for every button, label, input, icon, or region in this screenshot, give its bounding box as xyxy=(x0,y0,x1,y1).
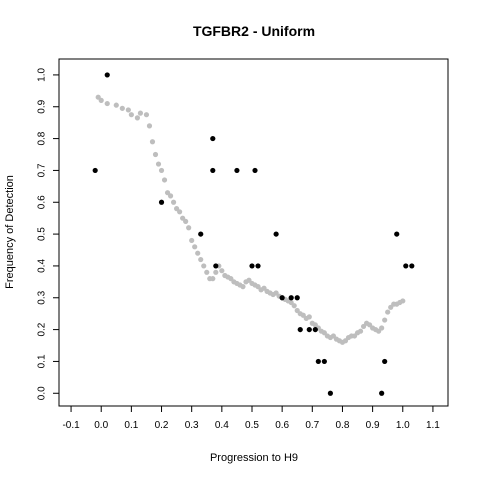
observed-point xyxy=(279,295,285,301)
y-tick-label: 0.8 xyxy=(37,131,48,145)
smoothed-point xyxy=(170,199,177,205)
x-tick-label: 0.0 xyxy=(94,420,108,431)
smoothed-point xyxy=(155,161,162,167)
x-tick-label: 0.8 xyxy=(336,420,350,431)
y-tick-label: 0.2 xyxy=(37,322,48,336)
x-tick-label: 0.2 xyxy=(155,420,169,431)
chart-title: TGFBR2 - Uniform xyxy=(193,23,315,39)
smoothed-point xyxy=(98,97,104,103)
smoothed-point xyxy=(189,237,195,244)
smoothed-point xyxy=(240,284,246,290)
observed-point xyxy=(294,295,300,301)
y-tick-label: 1.0 xyxy=(37,68,48,82)
smoothed-point xyxy=(158,167,165,174)
observed-point xyxy=(403,263,409,269)
smoothed-series xyxy=(95,94,406,345)
smoothed-point xyxy=(379,325,385,331)
observed-point xyxy=(234,167,240,174)
observed-point xyxy=(92,167,98,174)
smoothed-point xyxy=(201,263,207,269)
smoothed-point xyxy=(357,328,364,334)
observed-point xyxy=(210,167,216,174)
y-tick-label: 0.6 xyxy=(37,195,48,209)
smoothed-point xyxy=(104,100,110,107)
y-tick-label: 0.0 xyxy=(37,386,48,400)
smoothed-point xyxy=(149,139,156,145)
observed-point xyxy=(394,231,400,237)
observed-point xyxy=(312,326,318,333)
smoothed-point xyxy=(186,225,192,231)
smoothed-point xyxy=(113,102,119,108)
observed-point xyxy=(158,199,165,205)
x-tick-label: 1.1 xyxy=(426,420,440,431)
smoothed-point xyxy=(382,317,388,323)
observed-point xyxy=(315,358,321,365)
smoothed-point xyxy=(385,309,391,315)
observed-point xyxy=(213,263,219,269)
observed-point xyxy=(252,167,258,174)
observed-point xyxy=(379,390,385,396)
observed-point xyxy=(297,326,303,333)
smoothed-point xyxy=(210,276,216,282)
x-tick-label: 0.4 xyxy=(215,420,229,431)
observed-point xyxy=(288,295,294,301)
smoothed-point xyxy=(152,151,159,158)
x-tick-label: 1.0 xyxy=(396,420,410,431)
observed-point xyxy=(409,263,415,269)
observed-point xyxy=(382,358,388,365)
smoothed-point xyxy=(400,298,406,304)
observed-point xyxy=(306,326,312,333)
smoothed-point xyxy=(183,218,189,224)
x-tick-label: 0.1 xyxy=(124,420,138,431)
smoothed-point xyxy=(198,256,204,263)
x-tick-label: -0.1 xyxy=(62,420,80,431)
x-axis-label: Progression to H9 xyxy=(210,452,298,464)
observed-point xyxy=(249,263,255,269)
x-tick-label: 0.5 xyxy=(245,420,259,431)
y-tick-label: 0.3 xyxy=(37,290,48,304)
smoothed-point xyxy=(134,115,141,121)
y-tick-label: 0.9 xyxy=(37,99,48,113)
observed-point xyxy=(255,263,261,269)
smoothed-point xyxy=(128,112,134,118)
observed-point xyxy=(210,135,216,142)
smoothed-point xyxy=(167,193,174,199)
smoothed-point xyxy=(192,244,198,250)
smoothed-point xyxy=(143,112,150,118)
smoothed-point xyxy=(119,105,125,111)
smoothed-point xyxy=(146,123,153,129)
y-tick-label: 0.7 xyxy=(37,163,48,177)
axes: -0.1 0.0 0.1 0.2 0.3 0.4 0.5 0.6 0.7 0.8 0.9 1.0 1.1… xyxy=(37,68,441,431)
smoothed-point xyxy=(213,269,219,275)
plot-frame xyxy=(58,58,449,407)
smoothed-point xyxy=(177,209,183,215)
y-tick-label: 0.4 xyxy=(37,259,48,273)
observed-point xyxy=(273,231,279,237)
x-tick-label: 0.7 xyxy=(305,420,319,431)
smoothed-point xyxy=(291,303,297,309)
smoothed-point xyxy=(219,268,225,274)
smoothed-point xyxy=(195,250,201,256)
smoothed-point xyxy=(204,269,210,275)
y-axis-label: Frequency of Detection xyxy=(4,175,16,289)
y-tick-label: 0.5 xyxy=(37,227,48,241)
smoothed-point xyxy=(125,107,131,113)
smoothed-point xyxy=(306,314,312,320)
x-tick-label: 0.9 xyxy=(366,420,380,431)
observed-point xyxy=(198,231,204,237)
smoothed-point xyxy=(137,110,144,116)
y-tick-label: 0.1 xyxy=(37,354,48,368)
smoothed-point xyxy=(161,177,168,183)
observed-series xyxy=(92,72,415,396)
observed-point xyxy=(104,72,110,78)
x-tick-label: 0.6 xyxy=(275,420,289,431)
observed-point xyxy=(321,358,327,365)
observed-point xyxy=(327,390,333,396)
x-tick-label: 0.3 xyxy=(185,420,199,431)
